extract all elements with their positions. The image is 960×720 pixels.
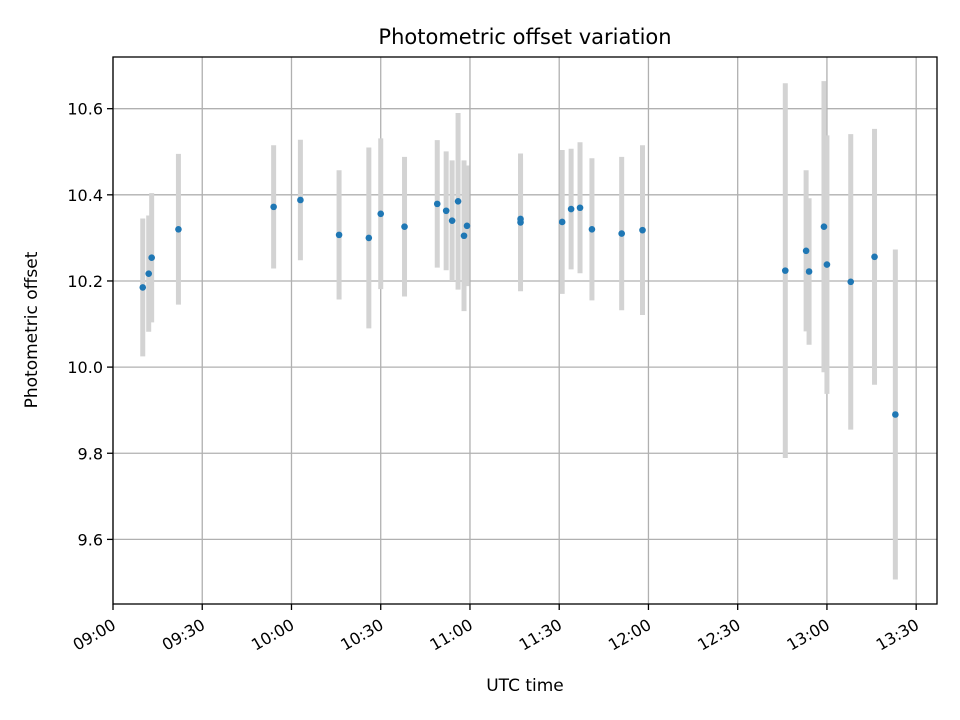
- data-point: [335, 231, 343, 239]
- data-point: [454, 197, 462, 205]
- data-point: [145, 270, 152, 277]
- y-tick-label: 10.4: [67, 186, 103, 205]
- y-axis-ticks: 9.6 9.8 10.0 10.2 10.4 10.6: [67, 100, 113, 549]
- data-point: [297, 196, 304, 204]
- y-tick-label: 9.8: [78, 444, 103, 463]
- data-point: [377, 210, 385, 218]
- y-tick-label: 9.6: [78, 530, 103, 549]
- data-point: [820, 223, 828, 230]
- data-point: [442, 207, 450, 215]
- chart-title: Photometric offset variation: [378, 25, 671, 49]
- data-point: [365, 234, 373, 242]
- data-points: [139, 196, 899, 418]
- data-point: [576, 204, 584, 212]
- data-point: [401, 223, 408, 230]
- data-point: [639, 226, 646, 234]
- data-point: [463, 222, 471, 230]
- x-axis-label: UTC time: [486, 676, 564, 696]
- data-point: [175, 225, 182, 233]
- data-point: [802, 247, 810, 255]
- data-point: [892, 411, 899, 418]
- y-axis-label: Photometric offset: [22, 251, 42, 408]
- data-point: [148, 254, 155, 262]
- data-point: [781, 267, 789, 274]
- grid: [112, 57, 937, 604]
- data-point: [460, 232, 468, 240]
- data-point: [517, 215, 524, 223]
- data-point: [448, 217, 456, 224]
- y-tick-label: 10.6: [67, 100, 103, 119]
- data-point: [823, 261, 831, 268]
- y-tick-label: 10.2: [67, 272, 103, 291]
- data-point: [558, 218, 566, 226]
- y-tick-label: 10.0: [67, 358, 103, 377]
- plot-frame: [112, 56, 938, 605]
- data-point: [567, 205, 575, 213]
- data-point: [847, 278, 855, 286]
- data-point: [588, 225, 596, 233]
- data-point: [270, 203, 277, 211]
- data-point: [871, 253, 878, 261]
- data-point: [433, 200, 441, 208]
- data-point: [139, 284, 147, 291]
- data-point: [618, 230, 625, 237]
- data-point: [805, 268, 813, 275]
